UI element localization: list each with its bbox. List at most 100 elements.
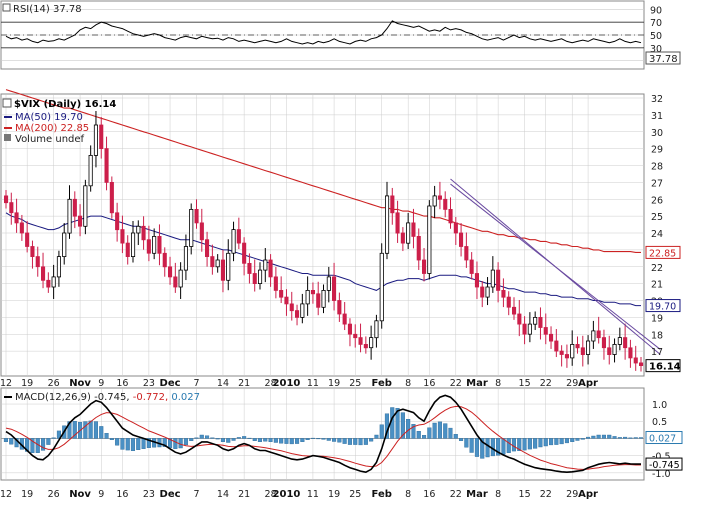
candle-body <box>570 343 575 359</box>
candle-body <box>72 198 77 217</box>
macd-hist-bar <box>564 438 569 444</box>
candle-body <box>9 202 14 214</box>
price-tick-label: 29 <box>651 145 663 156</box>
macd-hist-bar <box>623 436 628 439</box>
macd-frame <box>0 387 645 481</box>
candle-body <box>485 286 490 298</box>
macd-hist-bar <box>638 437 643 439</box>
macd-hist-bar <box>247 437 252 439</box>
macd-hist-bar <box>522 438 527 451</box>
candle-body <box>67 198 72 234</box>
macd-hist-bar <box>506 438 511 453</box>
candle-body <box>263 259 268 271</box>
macd-hist-bar <box>453 434 458 439</box>
macd-badge-text: -0.745 <box>649 460 680 471</box>
macd-hist-bar <box>199 434 204 439</box>
x-tick-label: Dec <box>160 378 181 389</box>
macd-hist-bar <box>459 438 464 441</box>
x-tick-label: 16 <box>423 378 435 389</box>
candle-body <box>564 354 569 359</box>
macd-hist-bar <box>379 424 384 439</box>
volume-legend-swatch <box>4 134 11 141</box>
x-tick-label: 8 <box>405 489 411 500</box>
rsi-last-badge-box <box>645 51 681 65</box>
macd-hist-bar <box>570 438 575 442</box>
macd-hist-bar <box>586 436 591 439</box>
x-tick-label: 16 <box>116 378 128 389</box>
macd-hist-bar <box>115 438 120 446</box>
candle-body <box>173 276 178 288</box>
macd-hist-bar <box>549 438 554 446</box>
macd-hist-bar <box>443 423 448 439</box>
candle-body <box>586 340 591 355</box>
candle-body <box>19 222 24 234</box>
macd-legend-hist: 0.027 <box>171 392 200 403</box>
macd-legend: MACD(12,26,9) -0.745, -0.772, 0.027 <box>4 392 200 403</box>
candle-body <box>189 208 194 247</box>
price-legend: $VIX (Daily) 16.14 MA(50) 19.70 MA(200) … <box>2 98 116 145</box>
candle-body <box>369 337 374 349</box>
macd-hist-bar <box>210 437 215 439</box>
candle-body <box>199 222 204 241</box>
x-tick-label: 22 <box>540 489 552 500</box>
rsi-reference-lines <box>1 21 644 49</box>
macd-hist-bar <box>464 438 469 448</box>
macd-hist-bar <box>347 438 353 445</box>
candle-body <box>347 323 352 335</box>
x-tick-label: 25 <box>349 489 361 500</box>
x-tick-label: 19 <box>328 378 340 389</box>
candle-body <box>469 259 474 274</box>
candle-body <box>517 313 522 325</box>
x-tick-label: 25 <box>349 378 361 389</box>
rsi-panel: 9070503010 RSI(14) 37.78 37.78 <box>0 0 681 70</box>
x-tick-label: 19 <box>21 489 33 500</box>
macd-hist-bar <box>51 437 56 439</box>
macd-gridlines <box>1 389 644 480</box>
candle-body <box>83 185 88 227</box>
price-badge-box <box>645 299 681 313</box>
candle-body <box>390 195 395 214</box>
candle-body <box>480 286 485 298</box>
macd-hist-bar <box>591 435 596 439</box>
macd-hist-bar <box>369 438 374 442</box>
candle-body <box>167 266 173 278</box>
macd-histogram <box>3 407 643 459</box>
x-tick-label: 21 <box>238 489 250 500</box>
macd-hist-bar <box>67 421 72 439</box>
macd-hist-bar <box>432 422 437 439</box>
candle-body <box>257 269 263 285</box>
candle-body <box>538 316 543 328</box>
macd-hist-bar <box>3 438 8 442</box>
macd-hist-bar <box>46 438 51 445</box>
macd-hist-bar <box>56 430 61 439</box>
rsi-last-badge-text: 37.78 <box>649 54 678 65</box>
candle-body <box>639 362 644 366</box>
price-tick-label: 27 <box>651 178 663 189</box>
candle-body <box>453 222 458 234</box>
x-tick-label: 23 <box>143 378 155 389</box>
macd-hist-bar <box>533 438 538 449</box>
candle-body <box>607 347 612 355</box>
x-tick-label: 15 <box>519 378 531 389</box>
candle-body <box>46 279 51 288</box>
macd-tick-label: 0.5 <box>652 417 667 428</box>
rsi-legend-text: RSI(14) 37.78 <box>13 4 82 15</box>
macd-tick-label: -1.0 <box>652 469 671 480</box>
candle-body <box>4 195 9 204</box>
candle-body <box>289 303 294 312</box>
macd-hist-bar <box>469 438 474 453</box>
candle-body <box>146 239 151 254</box>
x-tick-label: Mar <box>466 378 488 389</box>
x-tick-label: Apr <box>578 378 598 389</box>
macd-hist-bar <box>167 438 173 448</box>
macd-hist-bar <box>231 438 236 441</box>
ma200-legend-text: MA(200) 22.85 <box>15 123 89 134</box>
macd-hist-bar <box>580 438 585 440</box>
macd-hist-bar <box>575 438 580 441</box>
price-badge-text: 19.70 <box>649 302 676 313</box>
macd-legend-signal: -0.772, <box>133 392 168 403</box>
candle-body <box>62 232 67 258</box>
candle-body <box>400 232 405 244</box>
candle-body <box>51 276 56 288</box>
x-tick-label: 8 <box>495 378 501 389</box>
